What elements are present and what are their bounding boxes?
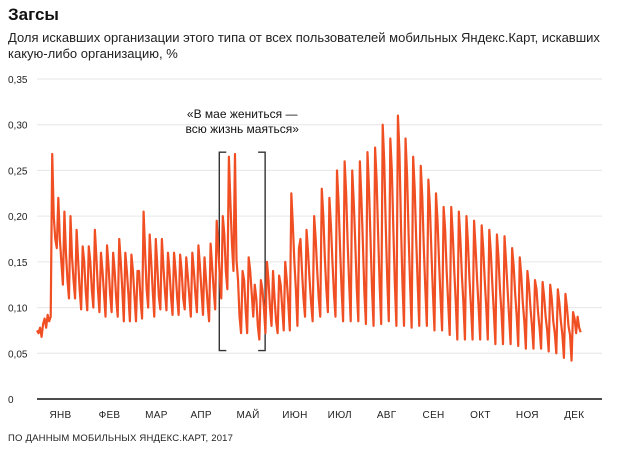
chart-subtitle: Доля искавших организации этого типа от … [8, 30, 600, 61]
x-axis-month-labels: ЯНВ ФЕВ МАР АПР МАЙ ИЮН ИЮЛ АВГ СЕН ОКТ НОЯ ДЕК [49, 408, 584, 421]
x-tick-label: АВГ [377, 410, 397, 421]
y-tick-label: 0,30 [8, 121, 28, 132]
x-tick-label: НОЯ [516, 410, 539, 421]
series-line-zags [36, 114, 582, 362]
y-tick-label: 0,10 [8, 304, 28, 315]
x-tick-label: ЯНВ [49, 410, 71, 421]
y-axis-ticks: 0 0,05 0,10 0,15 0,20 0,25 0,30 0,35 [8, 75, 28, 406]
y-tick-label: 0,15 [8, 258, 28, 269]
y-tick-label: 0,35 [8, 75, 28, 86]
x-tick-label: МАР [145, 410, 168, 421]
x-tick-label: СЕН [423, 410, 445, 421]
y-tick-label: 0,05 [8, 349, 28, 360]
x-tick-label: ФЕВ [99, 410, 121, 421]
y-tick-label: 0 [8, 395, 14, 406]
annotation-bracket-right [258, 151, 266, 352]
annotation-text: «В мае жениться — [187, 107, 298, 121]
chart-title: Загсы [8, 5, 59, 24]
source-note: ПО ДАННЫМ МОБИЛЬНЫХ ЯНДЕКС.КАРТ, 2017 [8, 433, 234, 444]
annotation-text: всю жизнь маяться» [186, 122, 300, 136]
x-tick-label: АПР [191, 410, 212, 421]
x-tick-label: ИЮЛ [328, 410, 352, 421]
y-tick-label: 0,20 [8, 212, 28, 223]
y-tick-label: 0,25 [8, 166, 28, 177]
x-tick-label: ОКТ [470, 410, 491, 421]
x-tick-label: ИЮН [282, 410, 307, 421]
x-tick-label: МАЙ [237, 408, 260, 421]
x-tick-label: ДЕК [564, 410, 584, 421]
